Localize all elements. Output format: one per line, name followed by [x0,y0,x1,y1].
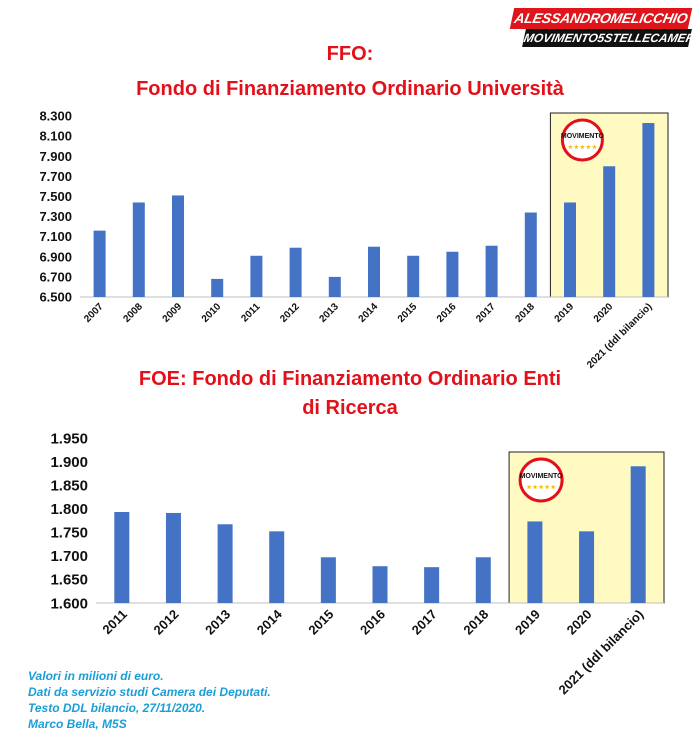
star-icon [532,484,538,490]
bar [211,278,224,297]
bar [320,557,336,603]
movimento-logo: MOVIMENTO [518,457,564,503]
ffo-chart: MOVIMENTO 6.500 6.700 6.900 7.100 7.300 7.500 7… [39,109,669,370]
bar [564,202,576,297]
note-line: Valori in milioni di euro. [28,669,164,683]
bar [93,230,106,297]
bar [407,255,420,297]
y-tick-label: 7.700 [39,169,72,184]
y-tick-label: 1.650 [50,572,88,589]
bar [603,166,616,297]
x-tick-label: 2017 [474,301,498,325]
note-line: Dati da servizio studi Camera dei Deputa… [28,685,271,699]
x-tick-label: 2017 [409,607,440,638]
star-icon [573,144,579,150]
bar [250,255,263,297]
foe-title-line1: FOE: Fondo di Finanziamento Ordinario En… [138,368,562,390]
y-tick-label: 7.900 [39,149,72,164]
movimento-logo-ring [518,457,564,503]
bar [114,512,130,603]
ffo-title-line1: FFO: [326,43,374,65]
star-icon [544,484,550,490]
y-tick-label: 1.800 [50,501,88,518]
x-tick-label: 2008 [121,301,145,325]
star-icon [579,144,585,150]
x-tick-label: 2018 [460,607,491,638]
bar [527,521,543,603]
y-tick-label: 6.500 [39,290,72,305]
x-tick-label: 2016 [357,607,388,638]
bar [446,251,459,297]
x-tick-label: 2013 [317,301,341,325]
x-tick-label: 2018 [513,301,537,325]
bar [172,195,184,297]
movimento-logo-text: MOVIMENTO [520,473,564,480]
star-icon [567,144,573,150]
bar [165,512,181,603]
x-tick-label: 2019 [512,607,543,638]
x-tick-label: 2011 [99,607,130,638]
movimento-logo: MOVIMENTO [560,118,605,162]
star-icon [550,484,556,490]
bar [642,123,655,298]
bar [475,557,491,603]
foe-title-line2: di Ricerca [302,397,398,419]
y-tick-label: 1.700 [50,548,88,565]
y-tick-label: 6.700 [39,269,72,284]
bar [132,202,145,297]
x-tick-label: 2014 [357,301,381,325]
bar [372,566,388,603]
bar [269,531,285,603]
bar [289,247,302,297]
note-line: Marco Bella, M5S [28,717,127,731]
y-tick-label: 1.850 [50,477,88,494]
foe-chart: MOVIMENTO 1.600 1.650 1.700 1.750 1.800 1.850 1… [50,430,665,697]
bar [485,245,498,297]
star-icon [526,484,532,490]
x-tick-label: 2012 [278,301,302,325]
bar [328,276,341,297]
bar [630,466,646,603]
x-tick-label: 2007 [82,301,106,325]
star-icon [538,484,544,490]
x-tick-label: 2021 (ddl bilancio) [585,301,654,370]
x-tick-label: 2019 [553,301,577,325]
bar [524,212,537,297]
star-icon [591,144,597,150]
bar [579,531,595,603]
y-tick-label: 7.100 [39,229,72,244]
x-tick-label: 2010 [200,301,224,325]
y-tick-label: 1.900 [50,454,88,471]
x-tick-label: 2016 [435,301,459,325]
x-tick-label: 2014 [254,606,286,638]
logo: ALESSANDROMELICCHIO MOVIMENTO5STELLECAME… [509,8,700,48]
star-icon [585,144,591,150]
ffo-title-line2: Fondo di Finanziamento Ordinario Univers… [136,78,564,100]
bar [368,246,380,297]
y-tick-label: 1.950 [50,430,88,447]
logo-name: ALESSANDROMELICCHIO [509,8,693,29]
x-tick-label: 2015 [305,607,336,638]
x-tick-label: 2011 [239,301,262,324]
x-tick-label: 2015 [396,301,420,325]
movimento-logo-ring [560,118,604,162]
y-tick-label: 7.500 [39,189,72,204]
movimento-logo-text: MOVIMENTO [561,133,605,140]
x-tick-label: 2012 [151,607,182,638]
bar [217,524,233,603]
y-tick-label: 1.600 [50,595,88,612]
note-line: Testo DDL bilancio, 27/11/2020. [28,701,206,715]
source-notes: Valori in milioni di euro. Dati da servi… [28,668,271,732]
x-tick-label: 2020 [564,607,595,638]
x-tick-label: 2020 [592,301,616,325]
x-tick-label: 2009 [161,301,185,325]
y-tick-label: 6.900 [39,249,72,264]
y-tick-label: 1.750 [50,525,88,542]
y-tick-label: 8.100 [39,129,72,144]
y-tick-label: 8.300 [39,109,72,124]
bar [424,567,440,603]
y-tick-label: 7.300 [39,209,72,224]
x-tick-label: 2013 [202,607,233,638]
